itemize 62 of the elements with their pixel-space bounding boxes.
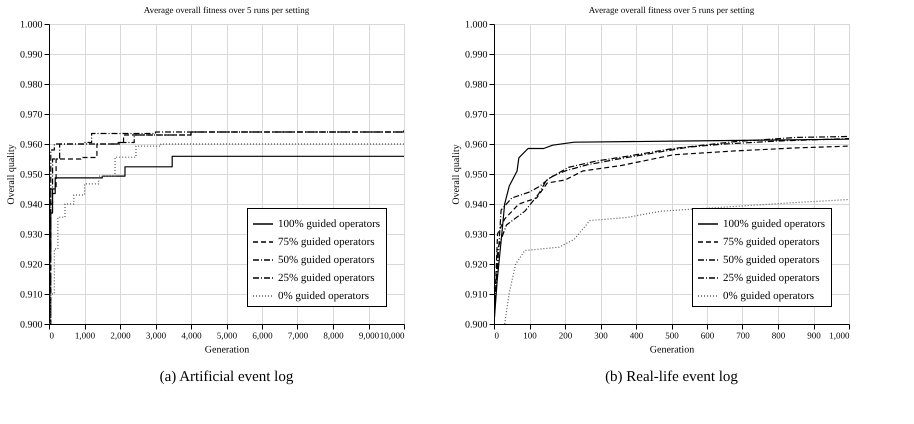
- chart-title: Average overall fitness over 5 runs per setting: [588, 5, 755, 15]
- y-tick-label: 1.000: [20, 20, 42, 30]
- x-tick-label: 500: [665, 330, 680, 340]
- y-tick-label: 0.950: [465, 170, 488, 180]
- y-tick-label: 0.960: [20, 140, 42, 150]
- legend-label: 75% guided operators: [278, 236, 375, 248]
- x-tick-label: 5,000: [216, 330, 238, 340]
- y-tick-label: 0.960: [465, 140, 488, 150]
- x-axis-title: Generation: [650, 344, 694, 356]
- x-tick-label: 10,000: [380, 330, 405, 340]
- y-tick-label: 0.990: [465, 50, 488, 60]
- y-tick-label: 0.940: [20, 200, 42, 210]
- x-tick-label: 1,000: [829, 330, 850, 340]
- legend-label: 25% guided operators: [723, 272, 820, 284]
- legend-label: 100% guided operators: [723, 218, 826, 230]
- y-tick-label: 0.900: [20, 320, 42, 330]
- text: (b) Real-life event log: [605, 369, 738, 385]
- y-tick-label: 0.970: [465, 110, 488, 120]
- x-tick-label: 2,000: [110, 330, 132, 340]
- chart-title: Average overall fitness over 5 runs per setting: [144, 5, 310, 15]
- legend-label: 100% guided operators: [278, 218, 380, 230]
- y-tick-label: 0.950: [20, 170, 42, 180]
- x-tick-label: 800: [772, 330, 786, 340]
- y-axis-title: Overall quality: [451, 144, 462, 205]
- x-tick-label: 0: [50, 330, 54, 340]
- y-tick-label: 1.000: [465, 20, 488, 30]
- text: (a) Artificial event log: [160, 369, 294, 385]
- y-tick-label: 0.990: [20, 50, 42, 60]
- x-tick-label: 0: [494, 330, 500, 340]
- x-tick-label: 8,000: [323, 330, 344, 340]
- x-tick-label: 600: [700, 330, 715, 340]
- y-tick-label: 0.930: [465, 230, 488, 240]
- legend-label: 0% guided operators: [278, 290, 370, 302]
- y-tick-label: 0.980: [465, 80, 488, 90]
- x-tick-label: 4,000: [181, 330, 202, 340]
- x-tick-label: 9,000: [358, 330, 380, 340]
- legend-label: 50% guided operators: [723, 254, 820, 266]
- x-axis-title: Generation: [204, 344, 250, 356]
- y-tick-label: 0.930: [20, 230, 42, 240]
- x-tick-label: 7,000: [288, 330, 309, 340]
- x-tick-label: 400: [630, 330, 644, 340]
- legend-label: 0% guided operators: [723, 290, 814, 302]
- y-tick-label: 0.940: [465, 200, 488, 210]
- y-tick-label: 0.980: [20, 80, 42, 90]
- x-tick-label: 1,000: [74, 330, 96, 340]
- legend-label: 75% guided operators: [723, 236, 820, 248]
- x-tick-label: 300: [594, 330, 608, 340]
- x-tick-label: 100: [523, 330, 538, 340]
- legend-label: 25% guided operators: [278, 272, 375, 284]
- x-tick-label: 3,000: [146, 330, 167, 340]
- y-tick-label: 0.910: [465, 290, 488, 300]
- x-tick-label: 700: [736, 330, 750, 340]
- y-tick-label: 0.910: [20, 290, 42, 300]
- y-tick-label: 0.970: [20, 110, 42, 120]
- x-tick-label: 200: [558, 330, 573, 340]
- x-tick-label: 6,000: [252, 330, 274, 340]
- legend-label: 50% guided operators: [278, 254, 375, 266]
- x-tick-label: 900: [807, 330, 822, 340]
- y-tick-label: 0.900: [465, 320, 488, 330]
- y-tick-label: 0.920: [465, 260, 488, 270]
- y-axis-title: Overall quality: [6, 144, 17, 205]
- y-tick-label: 0.920: [20, 260, 42, 270]
